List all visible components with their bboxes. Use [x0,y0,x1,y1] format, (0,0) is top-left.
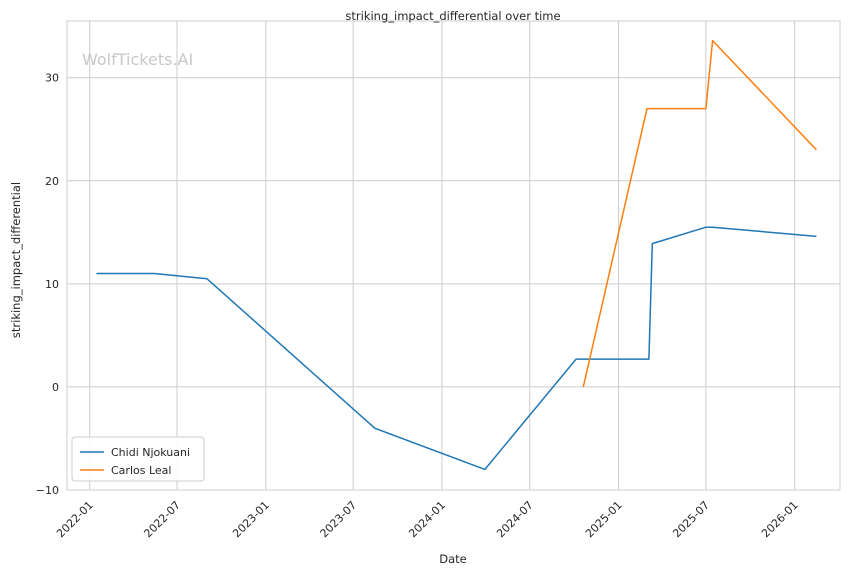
y-tick-label: 30 [45,72,59,85]
legend: Chidi Njokuani Carlos Leal [71,436,205,482]
y-tick-label: 20 [45,175,59,188]
y-tick-label: −10 [36,484,59,497]
plot-frame [66,20,841,491]
series-line-chidi-njokuani [96,226,817,471]
legend-label: Chidi Njokuani [111,446,190,459]
x-gridlines [89,21,796,490]
y-tick-labels: −10 0 10 20 30 [36,72,59,497]
y-tick-label: 10 [45,278,59,291]
series-layer [96,39,817,471]
series-line-carlos-leal [582,39,817,388]
watermark-text: WolfTickets.AI [82,50,193,69]
x-axis-title: Date [439,552,467,566]
legend-label: Carlos Leal [111,464,171,477]
chart-title: striking_impact_differential over time [345,9,560,23]
legend-box [71,436,205,482]
plot-area [67,21,840,490]
y-tick-label: 0 [52,381,59,394]
y-axis-title: striking_impact_differential [9,182,23,338]
